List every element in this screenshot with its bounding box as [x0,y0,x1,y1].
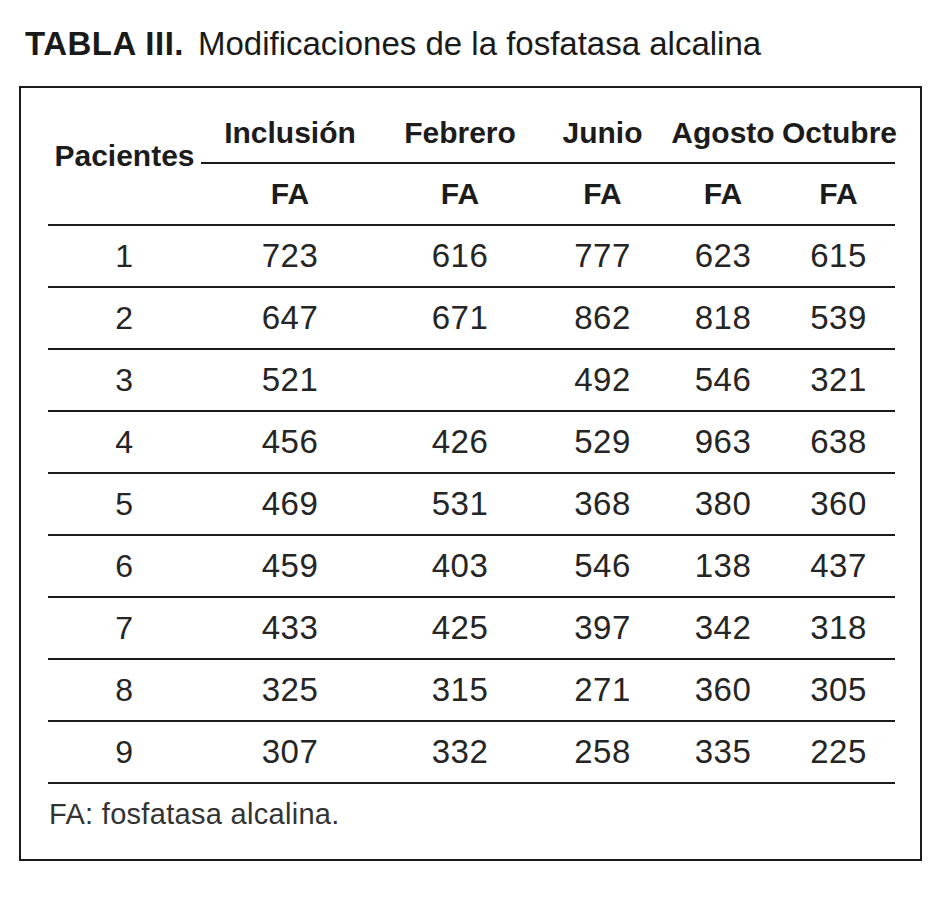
table-row: 9 307 332 258 335 225 [48,721,895,783]
table-row: 4 456 426 529 963 638 [48,411,895,473]
value-cell: 335 [664,721,782,783]
value-cell: 225 [782,721,895,783]
value-cell: 671 [379,287,541,349]
column-header-pacientes: Pacientes [48,88,201,225]
patient-cell: 7 [48,597,201,659]
table-title-label: TABLA III. [25,25,184,62]
value-cell: 539 [782,287,895,349]
table-row: 5 469 531 368 380 360 [48,473,895,535]
footnote: FA: fosfatasa alcalina. [48,783,895,859]
value-cell: 315 [379,659,541,721]
value-cell: 469 [201,473,379,535]
value-cell: 305 [782,659,895,721]
value-cell: 437 [782,535,895,597]
subheader-fa-febrero: FA [379,163,541,225]
value-cell: 531 [379,473,541,535]
value-cell: 321 [782,349,895,411]
patient-cell: 8 [48,659,201,721]
value-cell: 318 [782,597,895,659]
value-cell: 818 [664,287,782,349]
value-cell: 138 [664,535,782,597]
table-container: Pacientes Inclusión Febrero Junio Agosto… [19,86,922,861]
value-cell: 777 [541,225,664,287]
column-header-junio: Junio [541,88,664,163]
value-cell: 963 [664,411,782,473]
value-cell: 258 [541,721,664,783]
patient-cell: 9 [48,721,201,783]
column-header-agosto: Agosto [664,88,782,163]
value-cell: 426 [379,411,541,473]
column-header-febrero: Febrero [379,88,541,163]
value-cell: 615 [782,225,895,287]
table-title: TABLA III. Modificaciones de la fosfatasa… [25,26,761,62]
value-cell: 546 [541,535,664,597]
value-cell: 459 [201,535,379,597]
value-cell: 529 [541,411,664,473]
table-row: 6 459 403 546 138 437 [48,535,895,597]
value-cell: 380 [664,473,782,535]
patient-cell: 3 [48,349,201,411]
value-cell: 397 [541,597,664,659]
subheader-fa-agosto: FA [664,163,782,225]
value-cell: 360 [782,473,895,535]
table-row: 3 521 492 546 321 [48,349,895,411]
patient-cell: 4 [48,411,201,473]
table-row: 2 647 671 862 818 539 [48,287,895,349]
value-cell: 492 [541,349,664,411]
value-cell: 616 [379,225,541,287]
value-cell: 723 [201,225,379,287]
value-cell: 332 [379,721,541,783]
value-cell: 368 [541,473,664,535]
value-cell: 307 [201,721,379,783]
table-row: 8 325 315 271 360 305 [48,659,895,721]
patient-cell: 5 [48,473,201,535]
subheader-fa-octubre: FA [782,163,895,225]
value-cell: 521 [201,349,379,411]
value-cell: 623 [664,225,782,287]
page: TABLA III. Modificaciones de la fosfatasa… [0,0,950,900]
footnote-row: FA: fosfatasa alcalina. [48,783,895,859]
data-table: Pacientes Inclusión Febrero Junio Agosto… [48,88,895,859]
value-cell: 271 [541,659,664,721]
value-cell: 456 [201,411,379,473]
subheader-fa-inclusion: FA [201,163,379,225]
subheader-fa-junio: FA [541,163,664,225]
value-cell: 342 [664,597,782,659]
value-cell: 425 [379,597,541,659]
value-cell: 360 [664,659,782,721]
value-cell-empty [379,349,541,411]
value-cell: 403 [379,535,541,597]
value-cell: 433 [201,597,379,659]
patient-cell: 6 [48,535,201,597]
column-header-octubre: Octubre [782,88,895,163]
value-cell: 325 [201,659,379,721]
patient-cell: 2 [48,287,201,349]
header-row-months: Pacientes Inclusión Febrero Junio Agosto… [48,88,895,163]
value-cell: 862 [541,287,664,349]
patient-cell: 1 [48,225,201,287]
value-cell: 546 [664,349,782,411]
value-cell: 638 [782,411,895,473]
column-header-inclusion: Inclusión [201,88,379,163]
table-row: 1 723 616 777 623 615 [48,225,895,287]
value-cell: 647 [201,287,379,349]
table-title-text: Modificaciones de la fosfatasa alcalina [198,25,761,62]
table-row: 7 433 425 397 342 318 [48,597,895,659]
